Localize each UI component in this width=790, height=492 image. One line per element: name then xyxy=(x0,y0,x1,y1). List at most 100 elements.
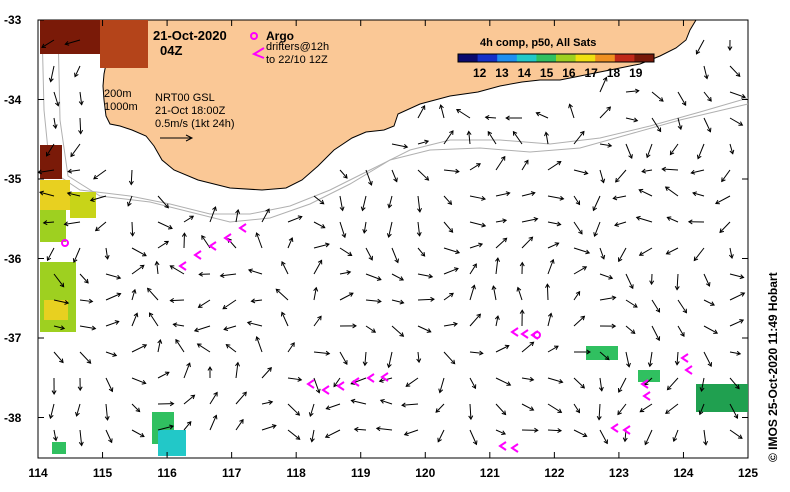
current-arrow xyxy=(521,192,535,197)
current-arrowhead xyxy=(487,130,493,136)
current-arrow xyxy=(417,325,431,333)
drifter-chevron xyxy=(684,365,693,375)
current-arrowhead xyxy=(280,311,286,317)
current-arrow xyxy=(235,362,239,379)
current-arrowhead xyxy=(201,234,206,240)
current-arrowhead xyxy=(586,349,591,355)
current-arrow xyxy=(93,169,107,180)
current-arrow xyxy=(79,117,82,134)
current-arrowhead xyxy=(148,312,154,318)
current-arrowhead xyxy=(297,215,303,221)
current-arrowhead xyxy=(164,371,170,376)
current-arrow xyxy=(521,236,533,249)
current-arrowhead xyxy=(141,251,147,257)
current-arrowhead xyxy=(696,154,702,160)
current-arrowhead xyxy=(378,378,384,383)
current-arrow xyxy=(417,221,421,236)
current-arrowhead xyxy=(672,437,678,443)
current-arrowhead xyxy=(46,151,51,157)
current-arrow xyxy=(573,221,583,235)
current-arrowhead xyxy=(212,414,218,420)
current-arrowhead xyxy=(426,328,432,333)
colorbar-segment xyxy=(556,54,577,62)
current-arrowhead xyxy=(435,408,441,413)
current-arrow xyxy=(131,221,134,236)
current-arrow xyxy=(53,299,69,304)
current-arrow xyxy=(613,195,627,199)
current-arrowhead xyxy=(63,221,69,227)
current-arrowhead xyxy=(529,376,535,382)
current-arrowhead xyxy=(225,344,231,349)
current-arrowhead xyxy=(628,154,633,160)
current-arrowhead xyxy=(353,426,359,432)
current-arrowhead xyxy=(529,341,535,347)
current-arrow xyxy=(443,292,454,301)
current-arrowhead xyxy=(347,251,353,256)
current-arrowhead xyxy=(130,232,135,237)
current-arrowhead xyxy=(710,301,715,306)
current-arrow xyxy=(599,169,605,183)
current-arrowhead xyxy=(655,336,661,342)
drifter-chevron xyxy=(640,379,649,389)
current-arrowhead xyxy=(575,200,581,206)
colorbar-tick-label: 16 xyxy=(562,66,576,80)
current-arrow xyxy=(339,169,348,179)
current-arrow xyxy=(380,399,393,405)
current-arrowhead xyxy=(698,410,704,416)
argo-float-marker xyxy=(61,239,69,247)
current-arrow xyxy=(703,351,712,367)
current-arrow xyxy=(131,289,136,301)
sst-patch xyxy=(40,145,62,179)
x-tick-label: 124 xyxy=(673,466,694,480)
current-arrowhead xyxy=(169,297,175,303)
current-arrow xyxy=(339,351,348,365)
y-tick-label: -37 xyxy=(4,331,22,345)
current-arrowhead xyxy=(343,360,348,365)
current-arrowhead xyxy=(198,271,203,277)
current-arrow xyxy=(281,261,289,275)
current-arrow xyxy=(388,195,393,208)
current-arrow xyxy=(402,403,419,406)
current-arrow xyxy=(573,169,588,175)
x-tick-label: 115 xyxy=(92,466,113,480)
current-arrowhead xyxy=(634,88,640,94)
current-arrow xyxy=(547,429,562,432)
current-arrow xyxy=(443,267,459,275)
current-arrow xyxy=(170,299,185,302)
current-arrow xyxy=(287,429,301,440)
current-arrowhead xyxy=(186,421,192,426)
current-arrowhead xyxy=(558,378,564,384)
current-arrow xyxy=(495,315,499,327)
current-arrow xyxy=(469,163,481,171)
current-arrowhead xyxy=(674,285,680,291)
colorbar-tick-label: 15 xyxy=(539,66,554,80)
drifter-chevron xyxy=(321,385,330,395)
current-arrow xyxy=(183,394,195,405)
argo-float-marker xyxy=(533,331,541,339)
current-arrow xyxy=(220,273,237,277)
current-arrowhead xyxy=(699,387,705,393)
current-arrow xyxy=(703,91,712,102)
current-arrowhead xyxy=(602,76,608,82)
current-arrowhead xyxy=(608,274,614,280)
current-arrow xyxy=(261,208,270,223)
current-arrowhead xyxy=(617,388,623,393)
current-arrow xyxy=(618,377,627,393)
current-arrowhead xyxy=(405,382,411,387)
current-arrowhead xyxy=(478,350,484,356)
current-arrow xyxy=(149,312,159,327)
sst-patch xyxy=(158,430,186,456)
current-arrowhead xyxy=(39,190,44,196)
current-arrow xyxy=(697,143,705,159)
current-arrow xyxy=(729,247,733,259)
drifter-chevron xyxy=(238,223,247,233)
current-arrowhead xyxy=(54,101,60,107)
colorbar-tick-label: 14 xyxy=(517,66,531,80)
current-arrow xyxy=(70,143,81,157)
current-arrowhead xyxy=(626,362,631,368)
current-arrow xyxy=(599,296,616,301)
current-arrowhead xyxy=(416,358,422,364)
current-arrow xyxy=(364,351,367,366)
current-arrow xyxy=(495,258,499,275)
current-arrow xyxy=(573,266,587,275)
